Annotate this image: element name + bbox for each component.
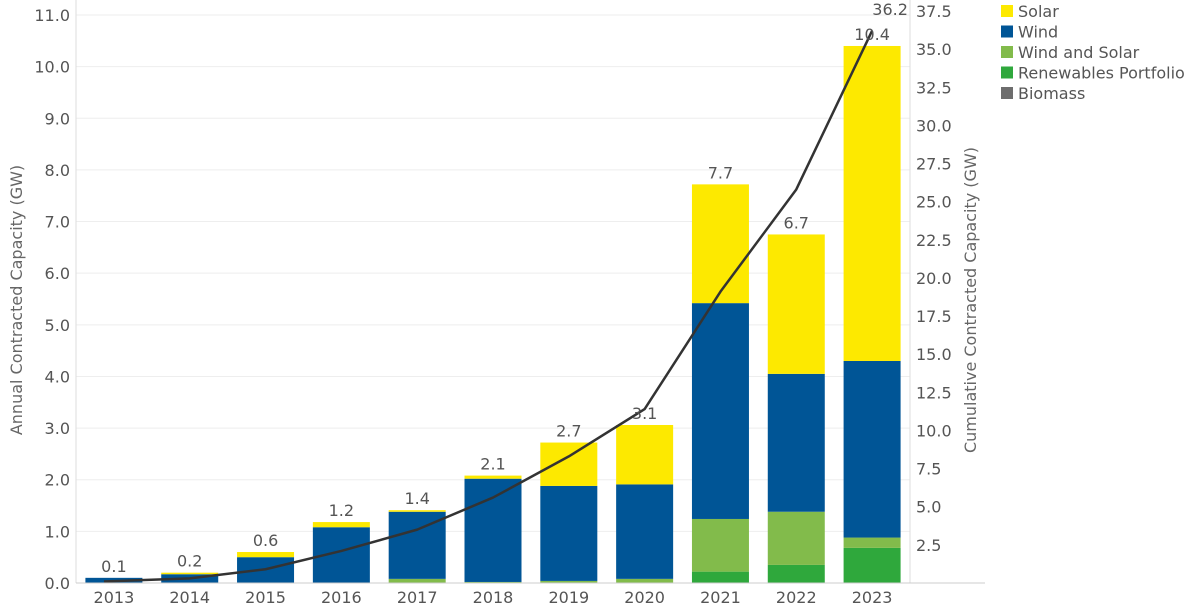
legend-swatch <box>1001 66 1013 79</box>
y-tick-label: 10.0 <box>34 58 70 77</box>
y2-tick-label: 17.5 <box>916 307 952 326</box>
bar-solar <box>312 522 370 528</box>
y2-tick-label: 32.5 <box>916 78 952 97</box>
legend-label: Biomass <box>1018 84 1085 103</box>
x-tick-label: 2014 <box>169 588 210 607</box>
stacked-bars <box>85 45 901 583</box>
y-tick-label: 8.0 <box>45 161 70 180</box>
bar-renewables-portfolio <box>843 547 901 583</box>
y-tick-label: 5.0 <box>45 316 70 335</box>
bar-solar <box>237 552 295 558</box>
bar-solar <box>616 424 674 485</box>
gridlines <box>76 14 910 584</box>
bar-total-label: 6.7 <box>784 213 809 232</box>
y-tick-label: 1.0 <box>45 522 70 541</box>
axes <box>75 0 985 584</box>
legend-label: Wind <box>1018 23 1058 42</box>
y-tick-label: 11.0 <box>34 6 70 25</box>
y-tick-label: 4.0 <box>45 367 70 386</box>
bar-wind-and-solar <box>540 580 598 583</box>
bar-solar <box>540 442 598 486</box>
bar-wind <box>464 478 522 582</box>
x-tick-label: 2018 <box>473 588 514 607</box>
legend-swatch <box>1001 87 1013 99</box>
bar-solar <box>767 234 825 374</box>
legend-swatch <box>1001 25 1013 38</box>
x-tick-label: 2013 <box>94 588 135 607</box>
bar-total-label: 2.7 <box>556 422 581 441</box>
y-tick-label: 9.0 <box>45 109 70 128</box>
y2-tick-label: 37.5 <box>916 2 952 21</box>
bar-total-label: 0.6 <box>253 531 278 550</box>
y2-tick-label: 30.0 <box>916 116 952 135</box>
bar-solar <box>388 510 446 512</box>
cumulative-line-layer <box>103 30 874 583</box>
bar-total-label: 1.2 <box>329 501 354 520</box>
y2-tick-label: 25.0 <box>916 193 952 212</box>
y2-tick-label: 22.5 <box>916 231 952 250</box>
x-tick-label: 2019 <box>548 588 589 607</box>
bar-solar <box>464 475 522 479</box>
legend-swatch <box>1001 46 1013 58</box>
bar-renewables-portfolio <box>767 564 825 583</box>
y2-tick-label: 12.5 <box>916 383 952 402</box>
bar-wind-and-solar <box>388 578 446 583</box>
bar-wind-and-solar <box>767 511 825 565</box>
y-tick-label: 0.0 <box>45 574 70 593</box>
bar-wind <box>616 484 674 579</box>
bar-total-label: 7.7 <box>708 163 733 182</box>
x-tick-label: 2023 <box>852 588 893 607</box>
bar-wind <box>691 303 749 519</box>
bar-wind-and-solar <box>843 537 901 548</box>
cumulative-line <box>103 30 874 583</box>
y2-tick-label: 7.5 <box>916 460 941 479</box>
y2-tick-label: 27.5 <box>916 155 952 174</box>
bar-solar <box>161 572 219 575</box>
x-tick-label: 2020 <box>624 588 665 607</box>
y2-tick-label: 2.5 <box>916 536 941 555</box>
bar-solar <box>843 45 901 361</box>
y2-tick-label: 35.0 <box>916 40 952 59</box>
bar-wind <box>767 373 825 512</box>
bar-renewables-portfolio <box>691 571 749 583</box>
x-tick-label: 2022 <box>776 588 817 607</box>
bar-total-label: 0.2 <box>177 552 202 571</box>
legend-swatch <box>1001 5 1013 17</box>
y2-axis-ticks: 2.5 5.0 7.5 10.0 12.5 15.0 17.5 20.0 22.5 25.0 27.… <box>916 2 952 555</box>
bar-wind-and-solar <box>464 581 522 583</box>
x-tick-label: 2021 <box>700 588 741 607</box>
bar-total-label: 0.1 <box>101 557 126 576</box>
data-labels: 0.1 0.2 0.6 1.2 1.4 2.1 2.7 3.1 7.7 6.7 10.4 36.2 <box>101 0 908 576</box>
x-axis-ticks: 2013 2014 2015 2016 2017 2018 2019 2020 2021 2022… <box>94 588 893 607</box>
bar-wind-and-solar <box>691 518 749 572</box>
x-tick-label: 2015 <box>245 588 286 607</box>
bar-total-label: 2.1 <box>480 455 505 474</box>
bar-wind <box>540 485 598 581</box>
y2-tick-label: 5.0 <box>916 498 941 517</box>
y2-tick-label: 20.0 <box>916 269 952 288</box>
bar-total-label: 1.4 <box>404 489 429 508</box>
y2-tick-label: 10.0 <box>916 421 952 440</box>
y-axis-title: Annual Contracted Capacity (GW) <box>7 165 26 435</box>
cumulative-end-label: 36.2 <box>872 0 908 19</box>
y2-tick-label: 15.0 <box>916 345 952 364</box>
bar-total-label: 10.4 <box>854 25 890 44</box>
x-tick-label: 2016 <box>321 588 362 607</box>
bar-total-label: 3.1 <box>632 404 657 423</box>
bar-wind <box>843 360 901 538</box>
bar-solar <box>691 184 749 304</box>
x-tick-label: 2017 <box>397 588 438 607</box>
legend-label: Renewables Portfolio <box>1018 64 1185 83</box>
y-tick-label: 3.0 <box>45 419 70 438</box>
y-tick-label: 7.0 <box>45 213 70 232</box>
y-tick-label: 6.0 <box>45 264 70 283</box>
legend-label: Solar <box>1018 2 1059 21</box>
bar-wind-and-solar <box>616 578 674 583</box>
y2-axis-title: Cumulative Contracted Capacity (GW) <box>961 147 980 453</box>
y-axis-ticks: 0.0 1.0 2.0 3.0 4.0 5.0 6.0 7.0 8.0 9.0 10.0 11.0 <box>34 6 70 593</box>
legend-label: Wind and Solar <box>1018 43 1140 62</box>
y-tick-label: 2.0 <box>45 471 70 490</box>
